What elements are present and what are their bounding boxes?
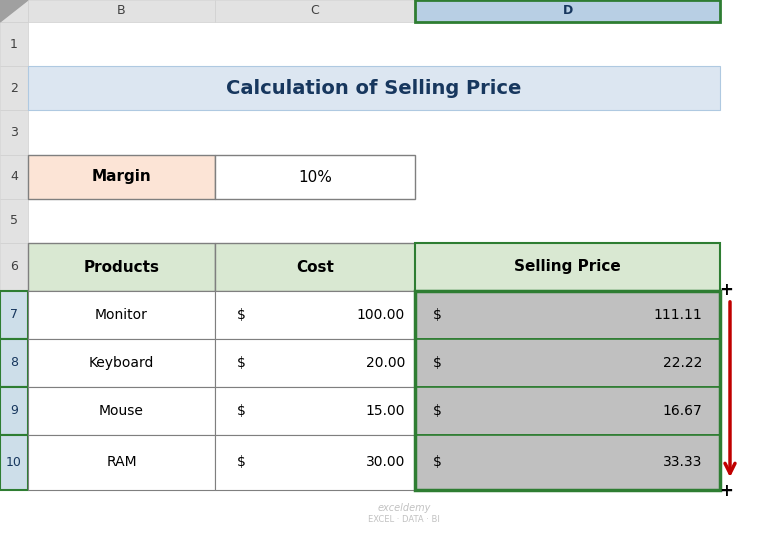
Bar bbox=[28, 155, 215, 199]
Text: Calculation of Selling Price: Calculation of Selling Price bbox=[226, 78, 522, 98]
Bar bbox=[0, 66, 28, 110]
Bar bbox=[0, 155, 28, 199]
Bar bbox=[28, 435, 215, 490]
Bar bbox=[415, 291, 720, 339]
Bar bbox=[0, 435, 28, 490]
Bar bbox=[0, 243, 28, 291]
Text: $: $ bbox=[433, 456, 442, 469]
Bar bbox=[415, 0, 720, 22]
Text: $: $ bbox=[433, 308, 442, 322]
Text: EXCEL · DATA · BI: EXCEL · DATA · BI bbox=[368, 516, 440, 525]
Text: 10%: 10% bbox=[298, 170, 332, 185]
Bar bbox=[215, 0, 415, 22]
Text: Cost: Cost bbox=[296, 260, 334, 274]
Text: 100.00: 100.00 bbox=[357, 308, 405, 322]
Text: 4: 4 bbox=[10, 170, 18, 183]
Text: 5: 5 bbox=[10, 214, 18, 228]
Text: $: $ bbox=[237, 308, 246, 322]
Text: 16.67: 16.67 bbox=[662, 404, 702, 418]
Bar bbox=[0, 199, 28, 243]
Text: +: + bbox=[719, 482, 733, 500]
Text: Products: Products bbox=[84, 260, 160, 274]
Text: Keyboard: Keyboard bbox=[89, 356, 154, 370]
Text: Selling Price: Selling Price bbox=[514, 260, 621, 274]
Bar bbox=[28, 291, 215, 339]
Text: $: $ bbox=[433, 404, 442, 418]
Text: $: $ bbox=[237, 404, 246, 418]
Bar bbox=[0, 339, 28, 387]
Text: Margin: Margin bbox=[91, 170, 151, 185]
Text: 3: 3 bbox=[10, 126, 18, 139]
Text: 7: 7 bbox=[10, 309, 18, 321]
Bar bbox=[215, 387, 415, 435]
Text: D: D bbox=[562, 4, 573, 18]
Bar bbox=[28, 387, 215, 435]
Text: 22.22: 22.22 bbox=[663, 356, 702, 370]
Bar bbox=[0, 0, 28, 22]
Text: B: B bbox=[117, 4, 126, 18]
Bar bbox=[28, 0, 215, 22]
Text: 9: 9 bbox=[10, 404, 18, 418]
Text: 6: 6 bbox=[10, 261, 18, 273]
Bar bbox=[0, 387, 28, 435]
Bar bbox=[415, 243, 720, 291]
Text: $: $ bbox=[237, 456, 246, 469]
Bar bbox=[215, 243, 415, 291]
Text: Mouse: Mouse bbox=[99, 404, 144, 418]
Text: RAM: RAM bbox=[106, 456, 137, 469]
Text: 10: 10 bbox=[6, 456, 22, 469]
Bar bbox=[0, 22, 28, 66]
Text: 111.11: 111.11 bbox=[653, 308, 702, 322]
Bar bbox=[415, 339, 720, 387]
Text: 33.33: 33.33 bbox=[663, 456, 702, 469]
Text: 8: 8 bbox=[10, 356, 18, 370]
Text: C: C bbox=[311, 4, 319, 18]
Text: 30.00: 30.00 bbox=[366, 456, 405, 469]
Text: 1: 1 bbox=[10, 37, 18, 51]
Bar bbox=[28, 22, 720, 490]
Bar bbox=[215, 435, 415, 490]
Text: exceldemy: exceldemy bbox=[377, 503, 431, 513]
Text: 2: 2 bbox=[10, 82, 18, 95]
Bar bbox=[0, 110, 28, 155]
Text: Monitor: Monitor bbox=[95, 308, 148, 322]
Bar bbox=[415, 435, 720, 490]
Bar bbox=[215, 339, 415, 387]
Bar bbox=[215, 291, 415, 339]
Bar bbox=[415, 291, 720, 490]
Text: 15.00: 15.00 bbox=[366, 404, 405, 418]
Bar bbox=[28, 339, 215, 387]
Bar bbox=[28, 66, 720, 110]
Polygon shape bbox=[0, 0, 28, 22]
Text: $: $ bbox=[237, 356, 246, 370]
Bar bbox=[28, 243, 215, 291]
Text: +: + bbox=[719, 281, 733, 299]
Bar bbox=[415, 387, 720, 435]
Bar bbox=[215, 155, 415, 199]
Bar bbox=[0, 291, 28, 339]
Text: $: $ bbox=[433, 356, 442, 370]
Text: 20.00: 20.00 bbox=[366, 356, 405, 370]
